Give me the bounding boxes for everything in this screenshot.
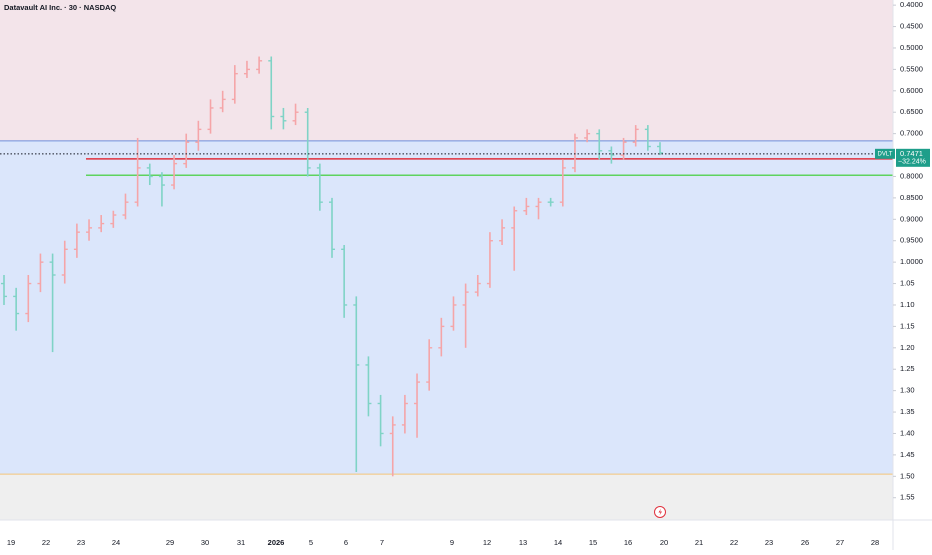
x-tick-label: 20 xyxy=(660,538,668,547)
y-tick-label: 0.7000 xyxy=(900,129,923,138)
symbol-tag xyxy=(875,148,895,159)
x-tick-label: 26 xyxy=(801,538,809,547)
x-tick-label: 22 xyxy=(730,538,738,547)
zone xyxy=(0,474,893,520)
y-tick-label: 0.6500 xyxy=(900,107,923,116)
last-price-tag xyxy=(896,148,930,167)
y-tick-label: 1.0000 xyxy=(900,257,923,266)
x-tick-label: 21 xyxy=(695,538,703,547)
y-tick-label: 1.45 xyxy=(900,450,915,459)
y-tick-label: 1.55 xyxy=(900,493,915,502)
x-tick-label: 5 xyxy=(309,538,313,547)
y-tick-label: 0.9000 xyxy=(900,214,923,223)
x-tick-label: 23 xyxy=(77,538,85,547)
time-axis-bg xyxy=(0,520,893,550)
y-tick-label: 0.4000 xyxy=(900,0,923,9)
y-tick-label: 1.05 xyxy=(900,279,915,288)
y-tick-label: 0.4500 xyxy=(900,22,923,31)
event-icon-bolt xyxy=(658,508,662,516)
x-tick-label: 22 xyxy=(42,538,50,547)
x-tick-label: 13 xyxy=(519,538,527,547)
zones xyxy=(0,0,893,520)
y-tick-label: 0.8500 xyxy=(900,193,923,202)
x-tick-label: 14 xyxy=(554,538,562,547)
y-tick-label: 1.35 xyxy=(900,407,915,416)
zone xyxy=(0,0,893,141)
last-price: DVLT 0.7471−32.24% xyxy=(0,149,930,167)
price-axis-bg xyxy=(893,0,932,550)
x-tick-label: 31 xyxy=(237,538,245,547)
y-tick-label: 0.5000 xyxy=(900,43,923,52)
y-tick-label: 0.9500 xyxy=(900,236,923,245)
y-tick-label: 1.15 xyxy=(900,321,915,330)
y-tick-label: 0.5500 xyxy=(900,64,923,73)
bars xyxy=(1,56,663,477)
x-tick-label: 2026 xyxy=(268,538,285,547)
y-tick-label: 1.30 xyxy=(900,386,915,395)
x-tick-label: 9 xyxy=(450,538,454,547)
x-tick-label: 16 xyxy=(624,538,632,547)
x-tick-label: 29 xyxy=(166,538,174,547)
x-tick-label: 24 xyxy=(112,538,120,547)
y-tick-label: 1.25 xyxy=(900,364,915,373)
y-tick-label: 1.10 xyxy=(900,300,915,309)
x-tick-label: 7 xyxy=(380,538,384,547)
chart-title: Datavault AI Inc. · 30 · NASDAQ xyxy=(4,3,116,12)
change-label: −32.24% xyxy=(898,159,926,166)
x-tick-label: 15 xyxy=(589,538,597,547)
y-tick-label: 1.40 xyxy=(900,428,915,437)
x-tick-label: 19 xyxy=(7,538,15,547)
y-tick-label: 1.20 xyxy=(900,343,915,352)
x-tick-label: 27 xyxy=(836,538,844,547)
y-tick-label: 0.6000 xyxy=(900,86,923,95)
x-tick-label: 30 xyxy=(201,538,209,547)
y-tick-label: 1.50 xyxy=(900,471,915,480)
axes: 0.4000 0.4500 0.5000 0.5500 0.6000 0.6500 0.70… xyxy=(7,0,923,547)
levels xyxy=(0,140,893,475)
symbol-label: DVLT xyxy=(878,151,893,157)
x-tick-label: 28 xyxy=(871,538,879,547)
x-tick-label: 6 xyxy=(344,538,348,547)
y-tick-label: 0.8000 xyxy=(900,171,923,180)
zone xyxy=(0,140,893,475)
last-price-label: 0.7471 xyxy=(900,149,923,158)
x-tick-label: 23 xyxy=(765,538,773,547)
x-tick-label: 12 xyxy=(483,538,491,547)
